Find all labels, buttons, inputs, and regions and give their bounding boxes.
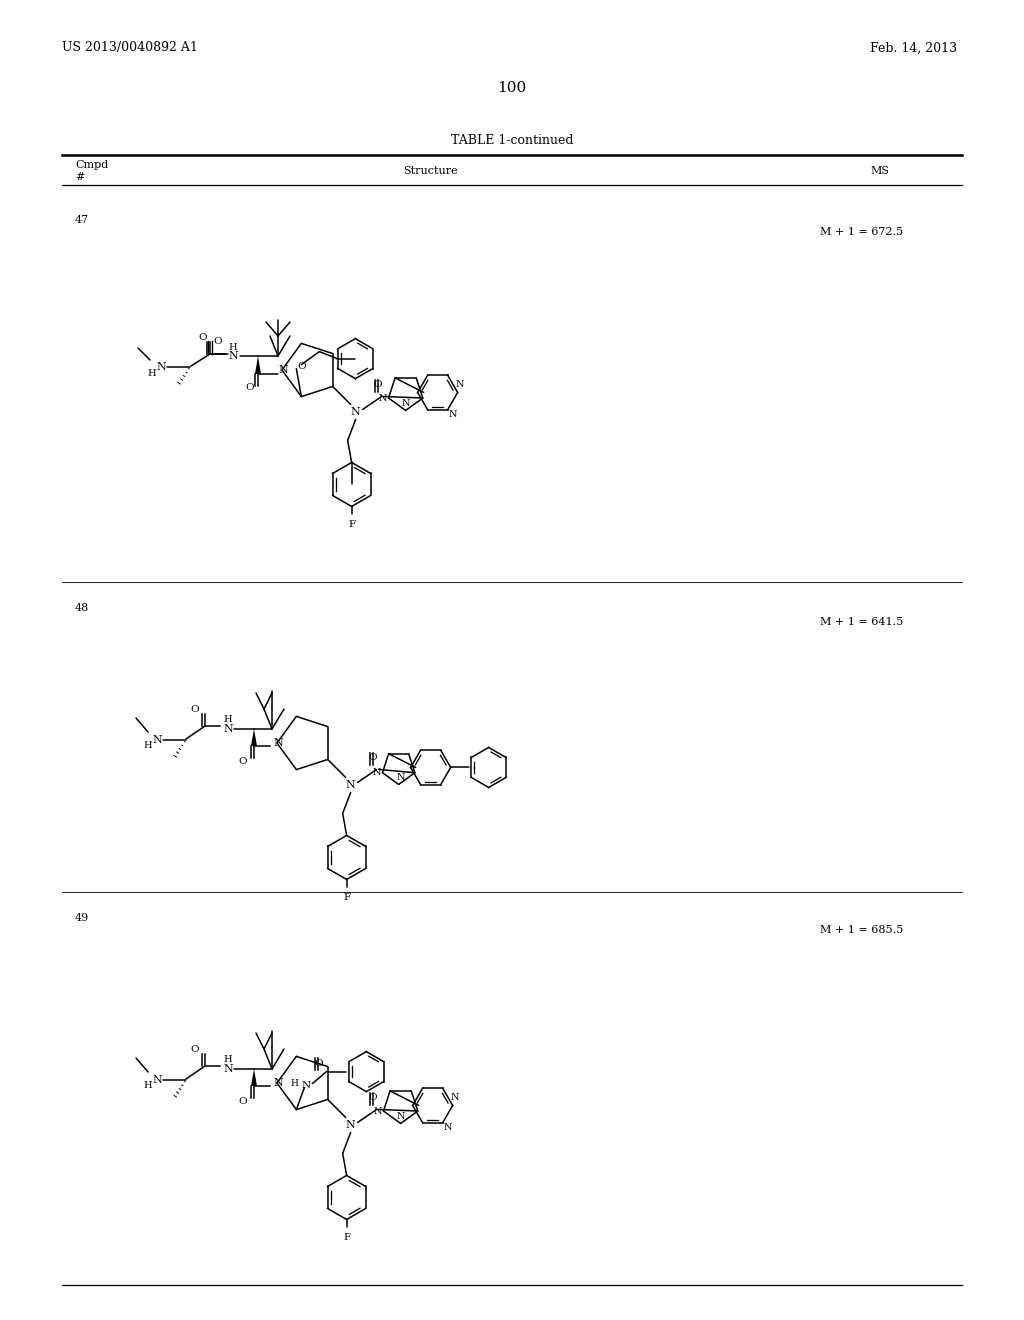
Text: F: F <box>343 1233 350 1242</box>
Text: N: N <box>396 1111 404 1121</box>
Text: N: N <box>156 362 166 372</box>
Text: N: N <box>456 380 464 389</box>
Text: O: O <box>374 380 382 389</box>
Text: O: O <box>239 1097 247 1106</box>
Text: H: H <box>143 741 153 750</box>
Polygon shape <box>251 1069 257 1086</box>
Text: N: N <box>373 768 381 777</box>
Text: N: N <box>153 1074 162 1085</box>
Text: N: N <box>351 408 360 417</box>
Text: M + 1 = 641.5: M + 1 = 641.5 <box>820 616 903 627</box>
Text: 47: 47 <box>75 215 89 224</box>
Text: O: O <box>190 1045 199 1055</box>
Text: F: F <box>343 892 350 902</box>
Text: O: O <box>369 752 377 762</box>
Text: N: N <box>396 774 404 781</box>
Text: H: H <box>291 1080 298 1088</box>
Text: Feb. 14, 2013: Feb. 14, 2013 <box>870 41 957 54</box>
Text: O: O <box>369 1093 377 1102</box>
Text: O: O <box>246 384 254 392</box>
Text: M + 1 = 672.5: M + 1 = 672.5 <box>820 227 903 238</box>
Text: H: H <box>223 715 232 725</box>
Text: O: O <box>190 705 199 714</box>
Text: N: N <box>449 411 457 418</box>
Text: 48: 48 <box>75 603 89 612</box>
Text: N: N <box>302 1081 311 1090</box>
Text: O: O <box>199 333 207 342</box>
Text: O: O <box>239 758 247 767</box>
Text: H: H <box>147 368 157 378</box>
Text: F: F <box>348 520 355 529</box>
Text: N: N <box>273 738 283 748</box>
Text: #: # <box>75 172 84 182</box>
Text: M + 1 = 685.5: M + 1 = 685.5 <box>820 925 903 935</box>
Text: N: N <box>223 1064 232 1074</box>
Text: H: H <box>223 1056 232 1064</box>
Text: MS: MS <box>870 166 890 176</box>
Text: H: H <box>143 1081 153 1089</box>
Text: N: N <box>443 1123 452 1133</box>
Text: 100: 100 <box>498 81 526 95</box>
Text: O: O <box>297 362 305 371</box>
Text: TABLE 1-continued: TABLE 1-continued <box>451 133 573 147</box>
Text: O: O <box>314 1059 323 1068</box>
Text: US 2013/0040892 A1: US 2013/0040892 A1 <box>62 41 198 54</box>
Text: O: O <box>214 337 222 346</box>
Text: N: N <box>378 393 387 403</box>
Text: N: N <box>279 366 288 375</box>
Polygon shape <box>251 729 257 746</box>
Text: N: N <box>346 1121 355 1130</box>
Text: N: N <box>228 351 238 360</box>
Text: Structure: Structure <box>402 166 458 176</box>
Text: H: H <box>228 342 238 351</box>
Text: N: N <box>374 1106 382 1115</box>
Polygon shape <box>255 356 261 374</box>
Text: N: N <box>223 723 232 734</box>
Text: N: N <box>401 399 410 408</box>
Text: Cmpd: Cmpd <box>75 160 109 170</box>
Text: N: N <box>153 735 162 744</box>
Text: N: N <box>273 1078 283 1088</box>
Text: 49: 49 <box>75 913 89 923</box>
Text: N: N <box>451 1093 459 1102</box>
Text: N: N <box>346 780 355 791</box>
